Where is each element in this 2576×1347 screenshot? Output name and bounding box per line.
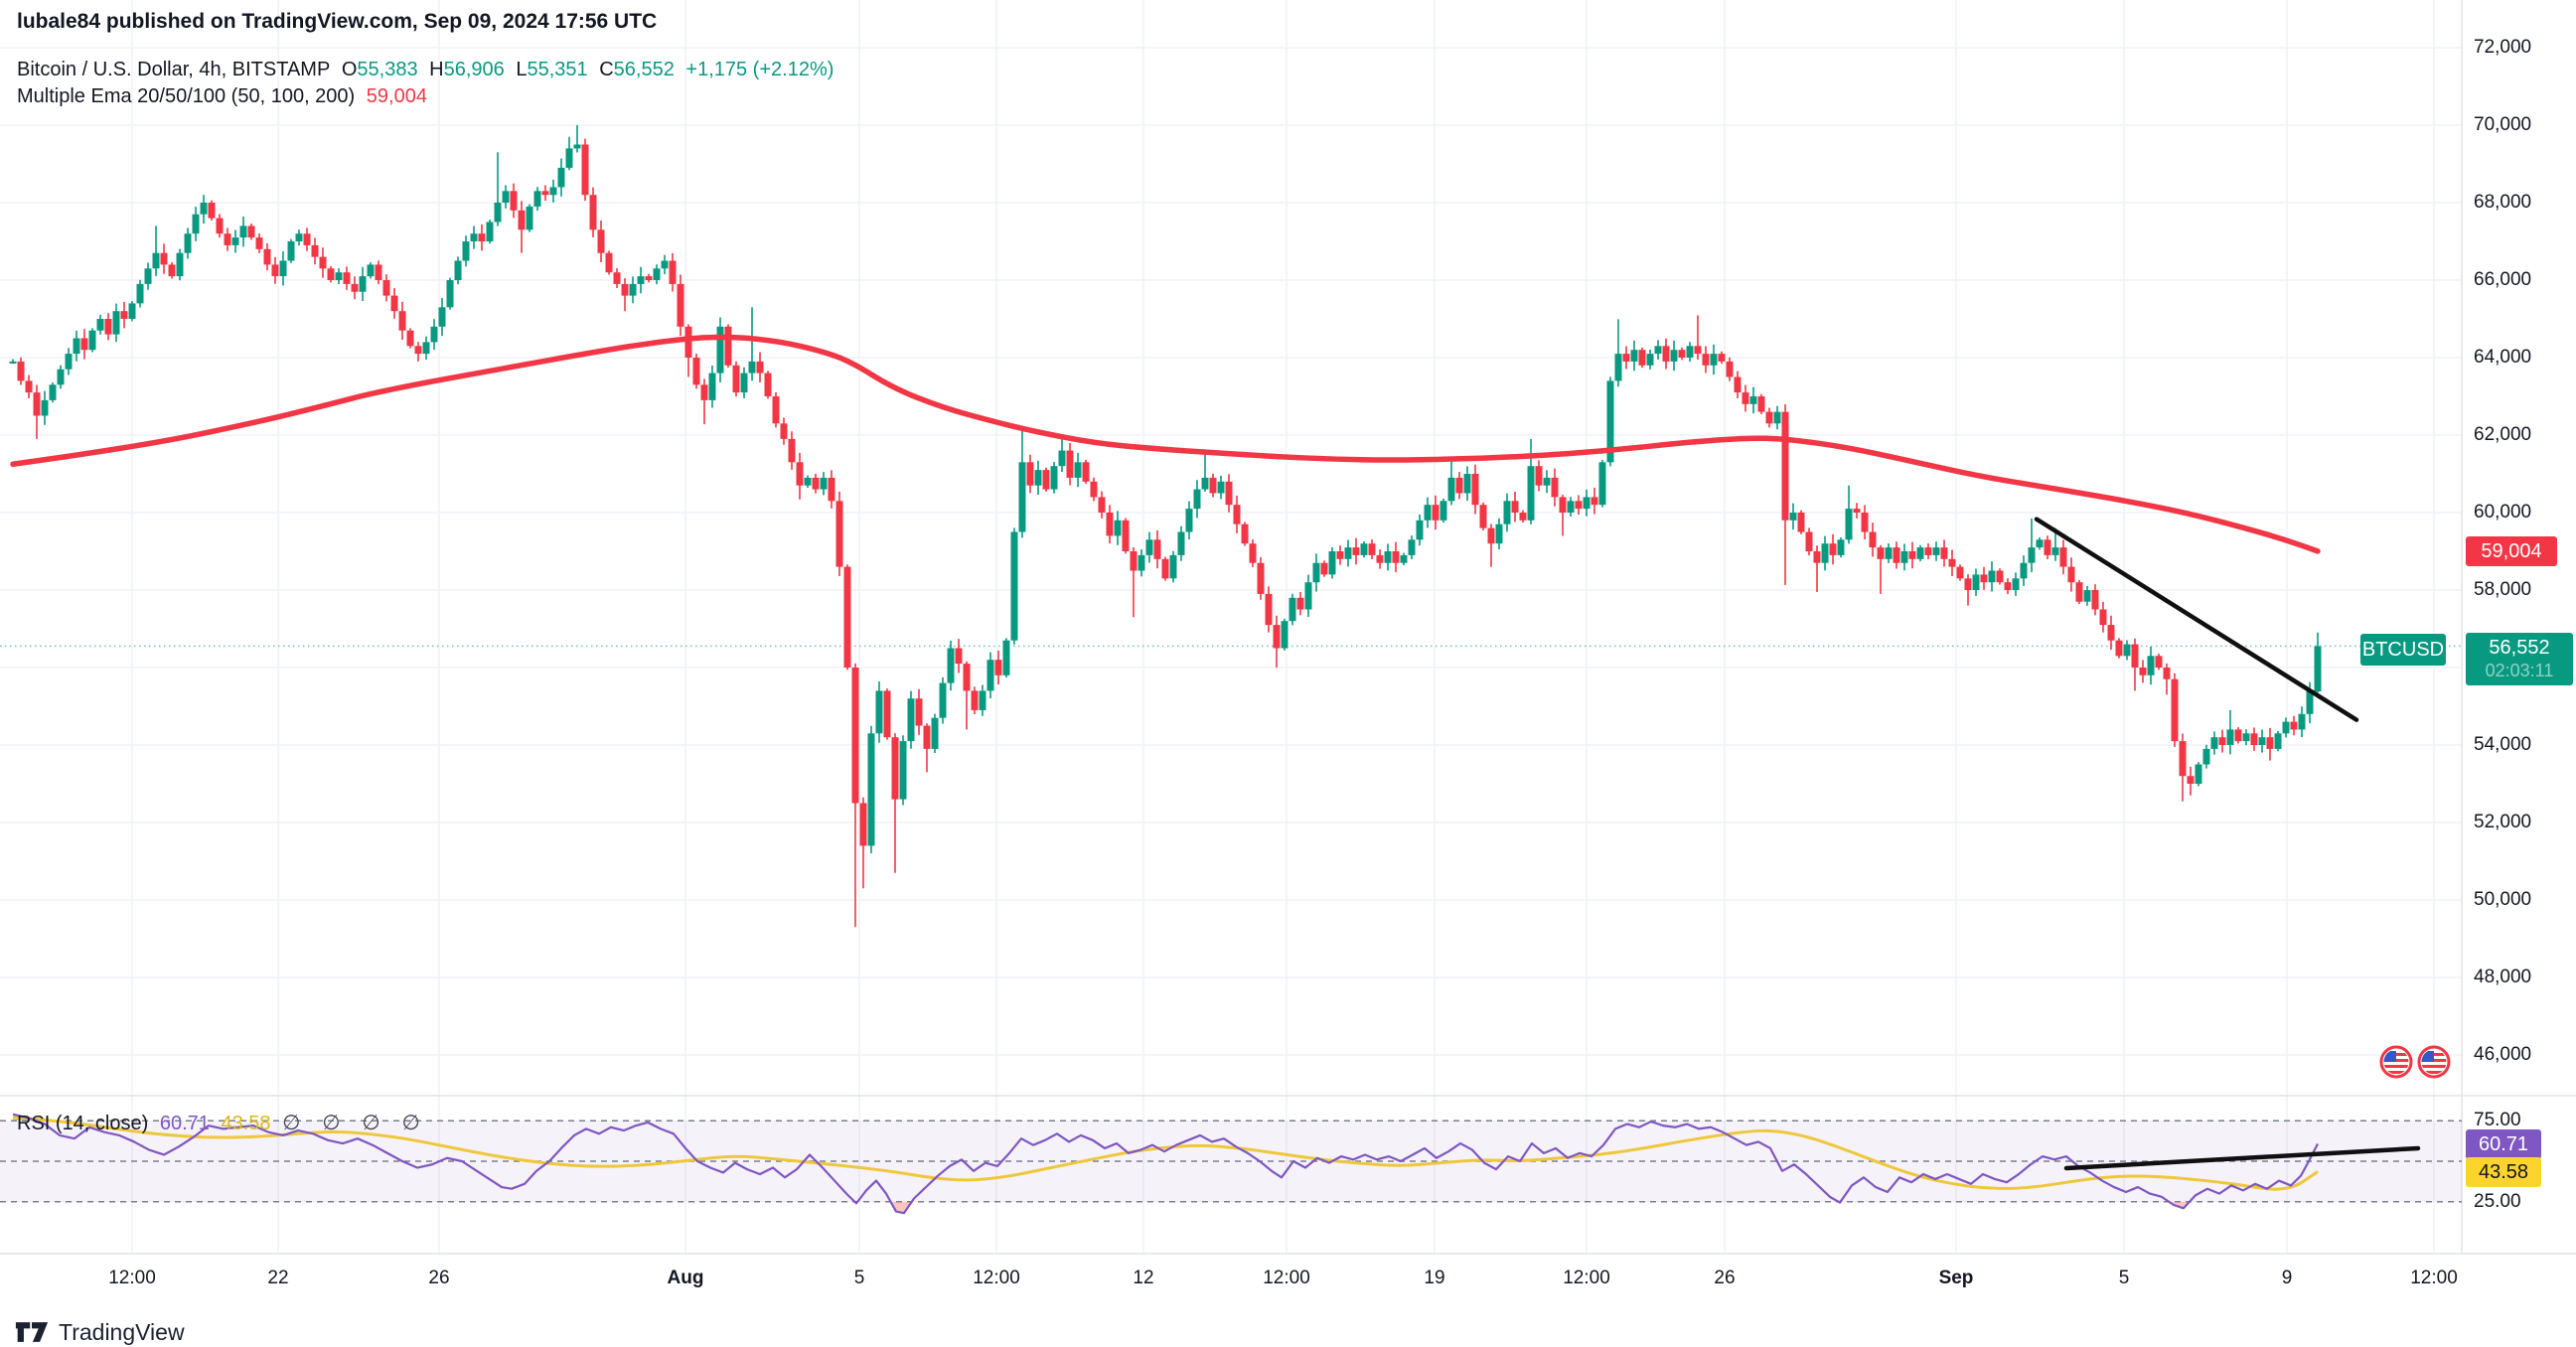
tradingview-logo-text: TradingView (59, 1318, 185, 1345)
close-value: 56,552 (613, 59, 675, 80)
price-axis-label: 52,000 (2474, 812, 2532, 832)
rsi-ma-value: 43.58 (221, 1113, 271, 1134)
event-markers (2379, 1045, 2451, 1079)
low-label: L (516, 59, 528, 80)
time-axis-label: 12 (1133, 1268, 1154, 1288)
open-label: O (341, 59, 358, 80)
rsi-pane (0, 1113, 2462, 1215)
time-axis-label: 12:00 (108, 1268, 156, 1288)
price-axis-label: 66,000 (2474, 269, 2532, 290)
price-axis-label: 70,000 (2474, 114, 2532, 135)
grid (0, 0, 2462, 1254)
symbol-legend: Bitcoin / U.S. Dollar, 4h, BITSTAMP O55,… (17, 59, 833, 81)
symbol-title: Bitcoin / U.S. Dollar, 4h, BITSTAMP (17, 59, 331, 80)
last-price-badge: 56,552 02:03:11 (2466, 633, 2573, 685)
price-trendline[interactable] (2034, 517, 2359, 722)
rsi-hidden-values-icons: ∅ ∅ ∅ ∅ (282, 1112, 421, 1134)
price-axis-label: 54,000 (2474, 734, 2532, 755)
ema-indicator-title: Multiple Ema 20/50/100 (50, 100, 200) (17, 85, 356, 107)
time-axis-label: 22 (267, 1268, 289, 1288)
rsi-indicator-title: RSI (14, close) (17, 1113, 149, 1134)
time-axis-label: 19 (1424, 1268, 1445, 1288)
price-axis-label: 50,000 (2474, 889, 2532, 910)
time-axis-label: 12:00 (1563, 1268, 1610, 1288)
ema-value: 59,004 (366, 85, 427, 107)
rsi-line (12, 1113, 2319, 1215)
ema-legend: Multiple Ema 20/50/100 (50, 100, 200) 59… (17, 85, 427, 108)
time-axis-label: Sep (1938, 1268, 1974, 1288)
time-axis-label: 12:00 (973, 1268, 1020, 1288)
time-axis-label: 12:00 (2410, 1268, 2458, 1288)
price-axis-label: 72,000 (2474, 37, 2532, 58)
us-flag-icon[interactable] (2417, 1045, 2451, 1079)
tradingview-logo-icon (15, 1322, 49, 1342)
ema-price-badge: 59,004 (2466, 536, 2557, 566)
rsi-legend: RSI (14, close) 60.71 43.58 ∅ ∅ ∅ ∅ (17, 1111, 421, 1135)
close-label: C (599, 59, 614, 80)
time-axis-label: 5 (2118, 1268, 2130, 1288)
time-axis-label: 26 (428, 1268, 450, 1288)
time-axis-label: 9 (2281, 1268, 2293, 1288)
us-flag-icon[interactable] (2379, 1045, 2413, 1079)
rsi-ma-value-badge: 43.58 (2466, 1157, 2541, 1187)
publish-attribution: lubale84 published on TradingView.com, S… (17, 10, 658, 33)
rsi-trendline[interactable] (2063, 1145, 2421, 1171)
price-axis-label: 64,000 (2474, 347, 2532, 368)
price-axis-label: 48,000 (2474, 967, 2532, 987)
candlesticks (9, 125, 2322, 928)
symbol-price-flag: BTCUSD (2360, 634, 2446, 666)
time-axis-label: 26 (1714, 1268, 1736, 1288)
price-axis-label: 60,000 (2474, 502, 2532, 523)
low-value: 55,351 (527, 59, 588, 80)
price-axis-label: 46,000 (2474, 1044, 2532, 1065)
rsi-ma-line (12, 1116, 2319, 1191)
time-axis-label: Aug (667, 1268, 704, 1288)
rsi-axis-label: 25.00 (2474, 1190, 2521, 1212)
rsi-value: 60.71 (159, 1113, 210, 1134)
price-axis-label: 62,000 (2474, 424, 2532, 445)
price-axis-label: 58,000 (2474, 579, 2532, 600)
time-axis-label: 5 (853, 1268, 865, 1288)
high-value: 56,906 (443, 59, 505, 80)
open-value: 55,383 (357, 59, 418, 80)
rsi-value-badge: 60.71 (2466, 1129, 2541, 1159)
time-axis-label: 12:00 (1263, 1268, 1310, 1288)
bar-countdown: 02:03:11 (2485, 661, 2554, 680)
tradingview-logo[interactable]: TradingView (15, 1317, 185, 1347)
last-price-value: 56,552 (2489, 637, 2550, 659)
price-axis-label: 68,000 (2474, 192, 2532, 213)
high-label: H (429, 59, 444, 80)
change-value: +1,175 (+2.12%) (685, 59, 834, 80)
ema-line (10, 334, 2321, 554)
rsi-axis-label: 75.00 (2474, 1110, 2521, 1131)
